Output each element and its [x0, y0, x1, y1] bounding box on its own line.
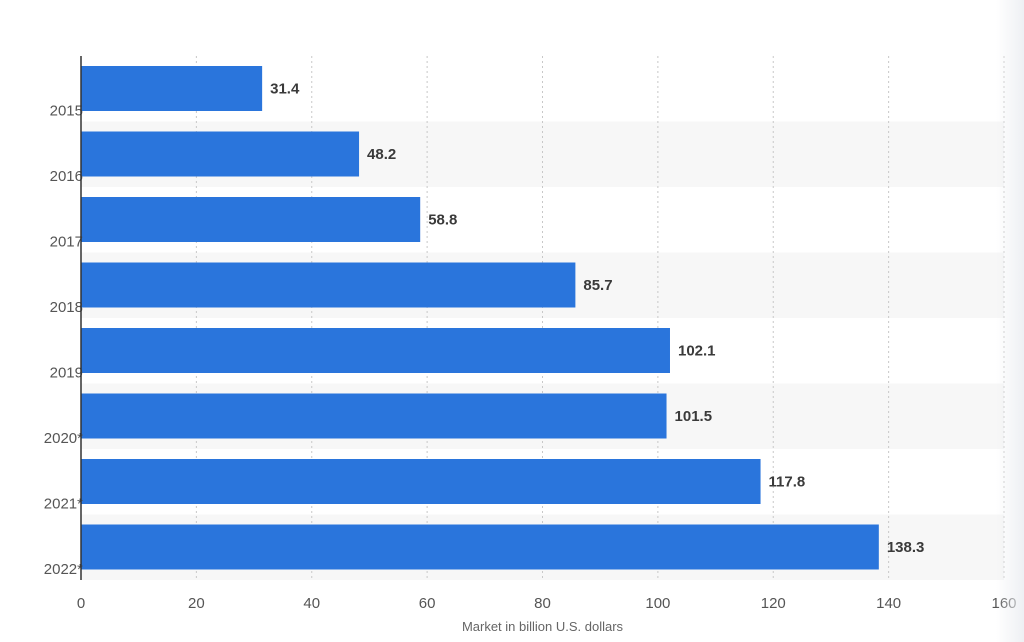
value-label: 102.1 [678, 343, 716, 360]
x-tick-label: 120 [761, 595, 786, 612]
category-label: 2016 [50, 168, 83, 185]
x-tick-label: 0 [77, 595, 85, 612]
value-label: 85.7 [583, 277, 612, 294]
value-labels: 31.4 48.2 58.8 85.7 102.1 101.5 117.8 138.3 [270, 81, 924, 557]
value-label: 101.5 [675, 408, 713, 425]
x-tick-label: 160 [991, 595, 1016, 612]
x-axis-title: Market in billion U.S. dollars [462, 619, 624, 634]
category-label: 2018 [50, 299, 83, 316]
value-label: 31.4 [270, 81, 300, 98]
bars [81, 66, 879, 570]
bar [81, 459, 761, 504]
category-label: 2015 [50, 103, 83, 120]
category-labels: 2015 2016 2017 2018 2019 2020* 2021* 2022* [44, 103, 83, 579]
x-tick-label: 100 [645, 595, 670, 612]
x-tick-label: 80 [534, 595, 551, 612]
category-label: 2021* [44, 496, 83, 513]
x-tick-label: 40 [303, 595, 320, 612]
x-tick-label: 60 [419, 595, 436, 612]
value-label: 48.2 [367, 146, 396, 163]
value-label: 138.3 [887, 539, 925, 556]
bar [81, 197, 421, 242]
bar [81, 131, 360, 177]
bar [81, 262, 576, 308]
x-tick-label: 20 [188, 595, 205, 612]
bar [81, 393, 667, 439]
bar [81, 66, 263, 111]
value-label: 58.8 [428, 212, 457, 229]
bar [81, 328, 670, 373]
category-label: 2017 [50, 234, 83, 251]
x-tick-label: 140 [876, 595, 901, 612]
category-label: 2019 [50, 365, 83, 382]
x-tick-labels: 0 20 40 60 80 100 120 140 160 [77, 595, 1017, 612]
category-label: 2022* [44, 561, 83, 578]
category-label: 2020* [44, 430, 83, 447]
bar [81, 524, 879, 570]
value-label: 117.8 [769, 474, 806, 491]
